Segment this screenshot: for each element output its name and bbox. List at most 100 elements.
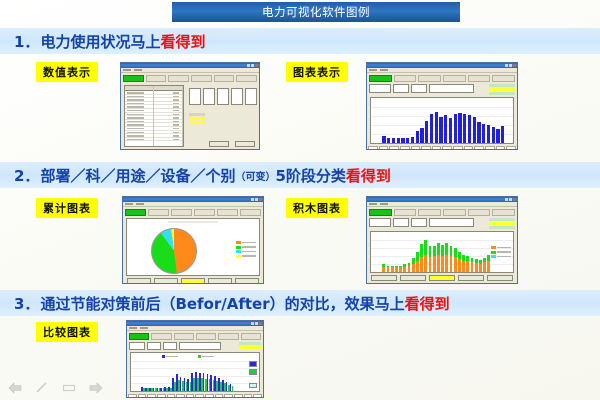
tab-active[interactable] xyxy=(369,75,392,82)
table-row[interactable] xyxy=(154,91,182,95)
tab-4[interactable] xyxy=(191,75,212,82)
table-row[interactable] xyxy=(154,116,182,120)
tab-5[interactable] xyxy=(467,209,491,216)
tab-strip[interactable] xyxy=(123,207,263,217)
table-row[interactable] xyxy=(125,138,153,142)
tab-2[interactable] xyxy=(145,75,167,82)
detail-panel[interactable] xyxy=(231,88,243,105)
filter-bar[interactable] xyxy=(367,217,517,230)
table-row[interactable] xyxy=(125,109,153,113)
filter-button[interactable] xyxy=(487,275,513,281)
table-row[interactable] xyxy=(154,120,182,124)
filter-button[interactable] xyxy=(458,275,484,281)
table-row[interactable] xyxy=(154,105,182,109)
detail-panel[interactable] xyxy=(189,88,201,105)
tab-6[interactable] xyxy=(492,209,516,216)
table-row[interactable] xyxy=(125,91,153,95)
chart-filter-buttons[interactable] xyxy=(367,274,517,282)
tab-3[interactable] xyxy=(168,75,190,82)
tab-6[interactable] xyxy=(240,333,261,340)
table-row[interactable] xyxy=(154,123,182,127)
table-row[interactable] xyxy=(125,123,153,127)
detail-panel[interactable] xyxy=(217,88,229,105)
filter-field[interactable] xyxy=(411,218,427,227)
tab-strip[interactable] xyxy=(121,73,259,83)
bar-chart-window[interactable] xyxy=(366,62,518,150)
filter-bar[interactable] xyxy=(367,83,517,96)
chart-filter-buttons[interactable] xyxy=(123,277,263,283)
filter-options[interactable] xyxy=(239,342,261,349)
table-row[interactable] xyxy=(125,127,153,131)
tab-3[interactable] xyxy=(173,333,194,340)
filter-bar[interactable] xyxy=(127,341,263,351)
filter-field[interactable] xyxy=(369,218,391,227)
cancel-button[interactable] xyxy=(235,141,255,147)
tab-strip[interactable] xyxy=(367,207,517,217)
tab-2[interactable] xyxy=(148,209,169,216)
tab-5[interactable] xyxy=(217,209,238,216)
filter-button[interactable] xyxy=(400,275,426,281)
table-row[interactable] xyxy=(154,113,182,117)
filter-field[interactable] xyxy=(163,342,177,350)
tab-4[interactable] xyxy=(443,209,466,216)
filter-button[interactable] xyxy=(208,278,232,283)
filter-button[interactable] xyxy=(235,278,259,283)
rectangle-icon[interactable] xyxy=(62,382,76,394)
tab-2[interactable] xyxy=(151,333,172,340)
tab-active[interactable] xyxy=(129,333,150,340)
detail-panel[interactable] xyxy=(245,88,257,105)
tab-active[interactable] xyxy=(125,209,146,216)
table-row[interactable] xyxy=(154,138,182,142)
tab-strip[interactable] xyxy=(127,331,263,341)
tab-5[interactable] xyxy=(467,75,491,82)
tab-4[interactable] xyxy=(443,75,466,82)
table-row[interactable] xyxy=(154,98,182,102)
filter-button-active[interactable] xyxy=(181,278,205,283)
tab-6[interactable] xyxy=(240,209,261,216)
arrow-left-icon[interactable] xyxy=(8,382,22,394)
tab-3[interactable] xyxy=(171,209,192,216)
data-table[interactable] xyxy=(124,85,184,147)
table-row[interactable] xyxy=(154,127,182,131)
filter-field[interactable] xyxy=(393,84,409,93)
table-row[interactable] xyxy=(125,113,153,117)
pie-chart-window[interactable] xyxy=(122,196,264,284)
menu-bar[interactable] xyxy=(121,68,259,73)
window-controls[interactable] xyxy=(505,64,516,67)
tab-4[interactable] xyxy=(195,333,217,340)
table-row[interactable] xyxy=(154,102,182,106)
filter-button-active[interactable] xyxy=(429,275,455,281)
filter-field[interactable] xyxy=(129,342,145,350)
table-row[interactable] xyxy=(125,120,153,124)
tab-6[interactable] xyxy=(492,75,516,82)
table-row[interactable] xyxy=(125,131,153,135)
table-row[interactable] xyxy=(125,102,153,106)
window-controls[interactable] xyxy=(251,198,262,201)
tab-4[interactable] xyxy=(194,209,215,216)
filter-button[interactable] xyxy=(154,278,178,283)
menu-bar[interactable] xyxy=(123,202,263,207)
table-row[interactable] xyxy=(125,95,153,99)
tab-active[interactable] xyxy=(369,209,392,216)
window-controls[interactable] xyxy=(505,198,516,201)
pen-icon[interactable] xyxy=(35,382,49,394)
detail-panel[interactable] xyxy=(203,88,215,105)
filter-field[interactable] xyxy=(369,84,391,93)
tab-3[interactable] xyxy=(418,75,442,82)
arrow-right-icon[interactable] xyxy=(89,382,103,394)
stacked-bar-window[interactable] xyxy=(366,196,518,284)
table-row[interactable] xyxy=(125,134,153,138)
table-row[interactable] xyxy=(125,116,153,120)
table-row[interactable] xyxy=(154,95,182,99)
tab-active[interactable] xyxy=(123,75,144,82)
tab-2[interactable] xyxy=(393,209,417,216)
tab-6[interactable] xyxy=(236,75,258,82)
filter-field[interactable] xyxy=(429,84,474,93)
menu-bar[interactable] xyxy=(367,68,517,73)
filter-field[interactable] xyxy=(179,342,221,350)
table-row[interactable] xyxy=(125,105,153,109)
tab-2[interactable] xyxy=(393,75,417,82)
filter-field[interactable] xyxy=(429,218,474,227)
table-row[interactable] xyxy=(154,131,182,135)
table-row[interactable] xyxy=(154,134,182,138)
